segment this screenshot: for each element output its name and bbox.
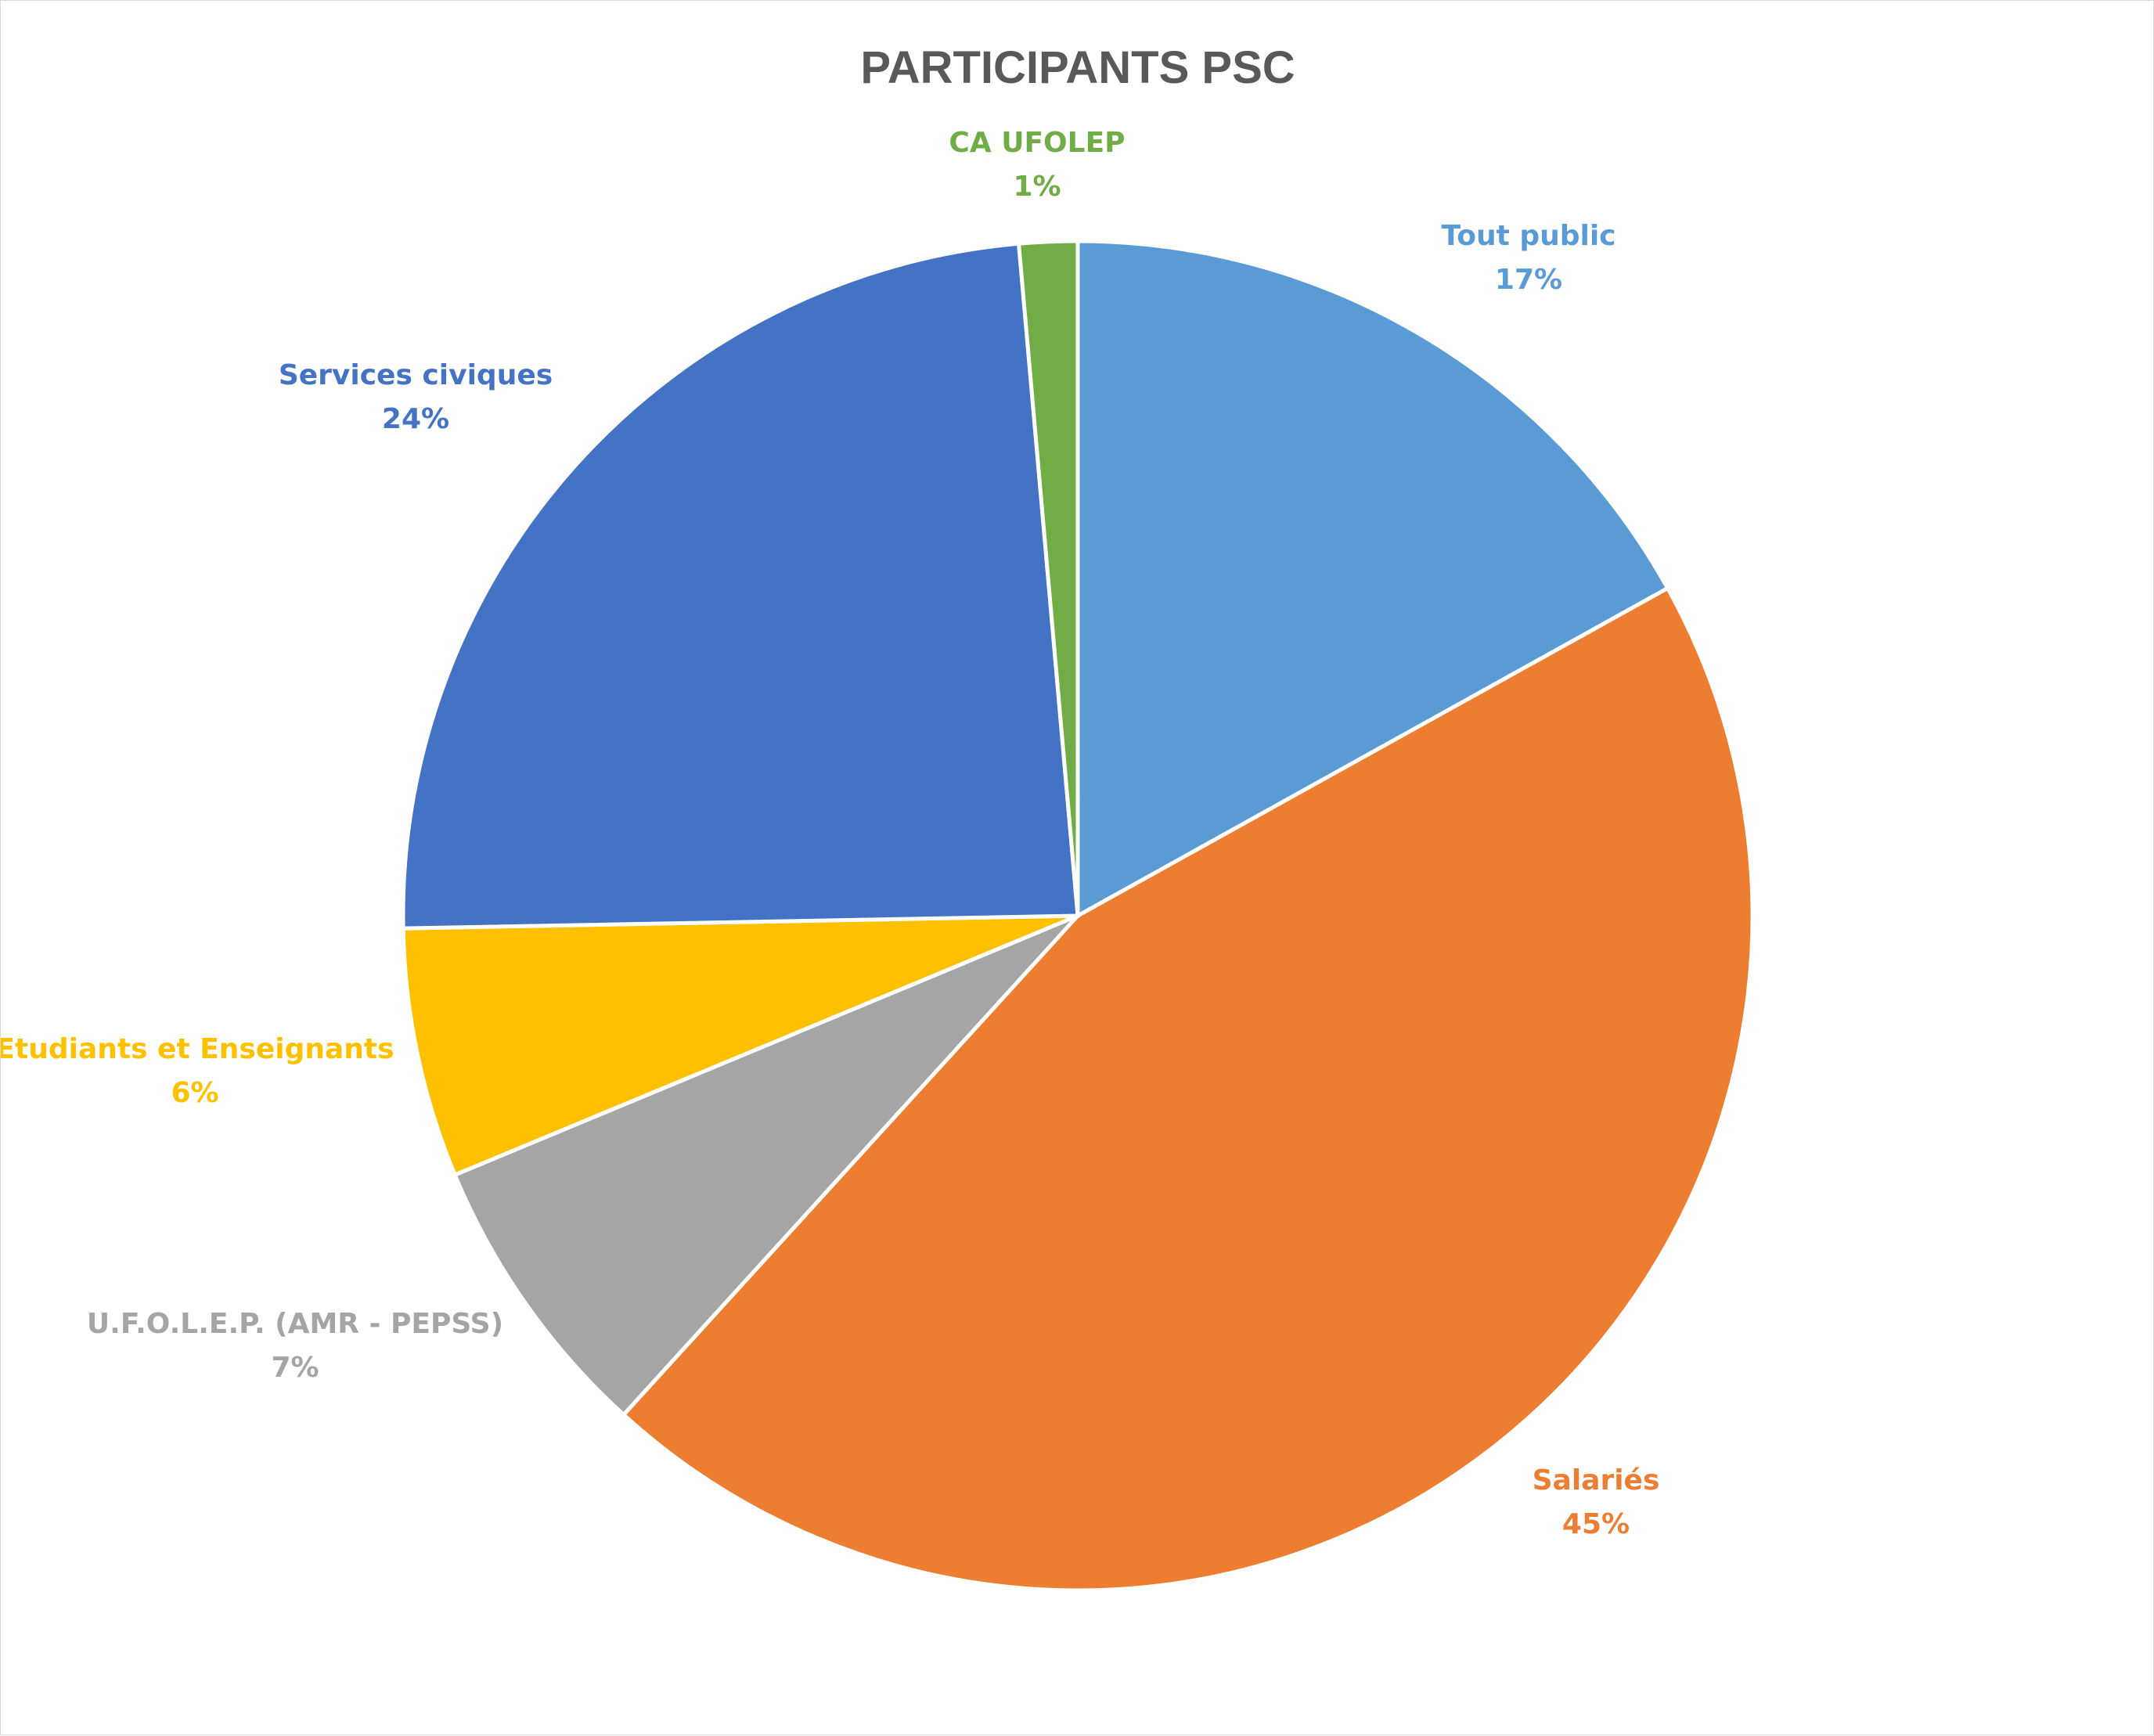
pie-slice [401,913,1079,1178]
slice-percent-label: 24% [382,403,449,435]
pie-slice [621,585,1755,1593]
slice-category-label: U.F.O.L.E.P. (AMR - PEPSS) [87,1308,503,1340]
slice-percent-label: 6% [171,1077,218,1109]
slice-label: Etudiants et Enseignants 6% [1,1033,394,1109]
pie-slice [1016,239,1080,917]
slice-percent-label: 17% [1495,264,1562,296]
slice-label: Tout public 17% [1441,220,1616,296]
slice-label: Salariés 45% [1533,1464,1660,1540]
slice-label: U.F.O.L.E.P. (AMR - PEPSS) 7% [87,1308,503,1384]
slice-category-label: Services civiques [279,359,553,391]
pie-slice [1075,239,1671,920]
slice-percent-label: 45% [1562,1508,1630,1540]
slice-label: Services civiques 24% [279,359,553,435]
slice-percent-label: 1% [1013,171,1061,203]
slice-label: CA UFOLEP 1% [949,127,1125,203]
chart-title: PARTICIPANTS PSC [860,42,1295,93]
pie-slice [401,241,1080,931]
slice-category-label: CA UFOLEP [949,127,1125,159]
slice-percent-label: 7% [271,1352,319,1384]
pie-slice [452,913,1079,1417]
slice-category-label: Salariés [1533,1464,1660,1496]
slice-category-label: Etudiants et Enseignants [1,1033,394,1065]
pie-slices [401,239,1755,1593]
slice-category-label: Tout public [1441,220,1616,252]
slice-labels: Tout public 17% Salariés 45% U.F.O.L.E.P. (A… [1,127,1659,1540]
